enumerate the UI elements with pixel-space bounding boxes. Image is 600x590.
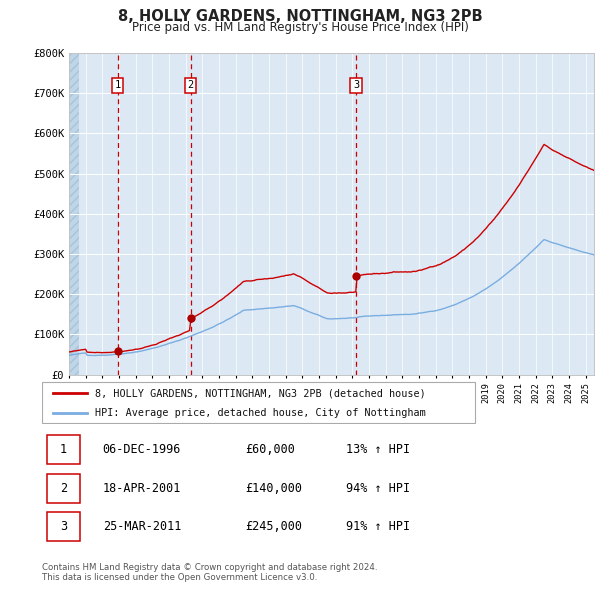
FancyBboxPatch shape xyxy=(47,512,80,542)
Text: 3: 3 xyxy=(353,80,359,90)
Text: 13% ↑ HPI: 13% ↑ HPI xyxy=(346,443,410,456)
Text: 1: 1 xyxy=(60,443,67,456)
Text: This data is licensed under the Open Government Licence v3.0.: This data is licensed under the Open Gov… xyxy=(42,572,317,582)
Text: 8, HOLLY GARDENS, NOTTINGHAM, NG3 2PB: 8, HOLLY GARDENS, NOTTINGHAM, NG3 2PB xyxy=(118,9,482,24)
Text: 2: 2 xyxy=(60,481,67,495)
Text: HPI: Average price, detached house, City of Nottingham: HPI: Average price, detached house, City… xyxy=(95,408,425,418)
Text: 3: 3 xyxy=(60,520,67,533)
Text: 2: 2 xyxy=(188,80,194,90)
FancyBboxPatch shape xyxy=(47,474,80,503)
Text: 91% ↑ HPI: 91% ↑ HPI xyxy=(346,520,410,533)
FancyBboxPatch shape xyxy=(42,382,475,423)
Text: 25-MAR-2011: 25-MAR-2011 xyxy=(103,520,181,533)
Text: 8, HOLLY GARDENS, NOTTINGHAM, NG3 2PB (detached house): 8, HOLLY GARDENS, NOTTINGHAM, NG3 2PB (d… xyxy=(95,388,425,398)
Text: £60,000: £60,000 xyxy=(245,443,295,456)
Text: 94% ↑ HPI: 94% ↑ HPI xyxy=(346,481,410,495)
Text: £140,000: £140,000 xyxy=(245,481,302,495)
Text: Contains HM Land Registry data © Crown copyright and database right 2024.: Contains HM Land Registry data © Crown c… xyxy=(42,563,377,572)
Text: 1: 1 xyxy=(115,80,121,90)
Text: Price paid vs. HM Land Registry's House Price Index (HPI): Price paid vs. HM Land Registry's House … xyxy=(131,21,469,34)
Text: £245,000: £245,000 xyxy=(245,520,302,533)
Text: 06-DEC-1996: 06-DEC-1996 xyxy=(103,443,181,456)
Bar xyxy=(69,53,79,375)
Text: 18-APR-2001: 18-APR-2001 xyxy=(103,481,181,495)
FancyBboxPatch shape xyxy=(47,435,80,464)
